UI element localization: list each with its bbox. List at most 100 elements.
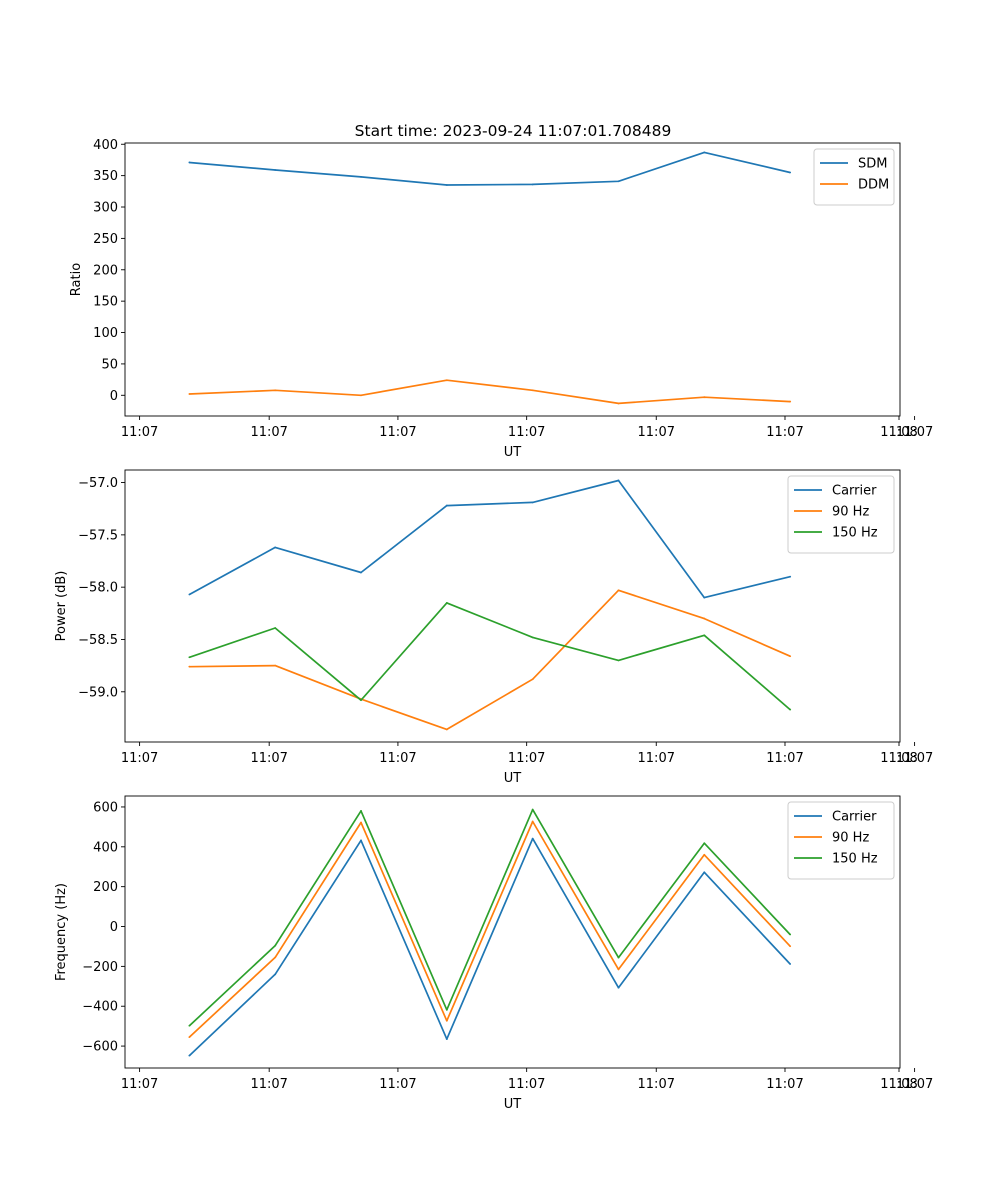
- data-point-power-carrier: [360, 571, 362, 574]
- y-tick-label-ratio: 200: [93, 263, 118, 278]
- data-point-power-150-hz: [617, 659, 620, 662]
- legend-frequency: Carrier 90 Hz 150 Hz: [787, 801, 895, 880]
- data-point-frequency-150-hz: [617, 956, 620, 959]
- legend-label-ratio: DDM: [858, 178, 889, 193]
- y-tick-label-power: −58.5: [78, 633, 118, 648]
- legend-label-power: 90 Hz: [832, 505, 869, 520]
- data-point-frequency-carrier: [789, 963, 792, 965]
- data-point-frequency-90-hz: [445, 1019, 448, 1022]
- data-point-power-carrier: [703, 596, 706, 599]
- x-tick-label-power: 11:07: [250, 751, 287, 766]
- data-point-ratio-ddm: [274, 389, 277, 392]
- x-tick-label-ratio: 11:07: [766, 425, 803, 440]
- y-tick-label-ratio: 400: [93, 138, 118, 153]
- data-point-ratio-ddm: [531, 389, 534, 392]
- data-point-ratio-sdm: [188, 161, 191, 164]
- data-point-ratio-sdm: [617, 180, 620, 183]
- data-point-frequency-150-hz: [531, 808, 534, 811]
- x-axis-label-power: UT: [504, 771, 522, 786]
- y-tick-label-ratio: 150: [93, 295, 118, 310]
- y-tick-label-frequency: −400: [82, 1000, 118, 1015]
- data-point-ratio-ddm: [617, 402, 620, 405]
- series-line-power-carrier: [188, 479, 791, 599]
- x-tick-label-frequency: 11:07: [250, 1077, 287, 1092]
- data-point-power-150-hz: [360, 699, 362, 702]
- plot-area-ratio: [124, 142, 901, 417]
- data-point-frequency-carrier: [188, 1054, 191, 1057]
- y-tick-label-ratio: 250: [93, 232, 118, 247]
- x-tick-label-frequency: 11:07: [121, 1077, 158, 1092]
- x-tick-label-power: 11:07: [896, 751, 933, 766]
- x-tick-label-frequency: 11:07: [896, 1077, 933, 1092]
- data-point-frequency-150-hz: [445, 1008, 448, 1011]
- data-point-ratio-ddm: [445, 379, 448, 382]
- x-tick-label-power: 11:07: [121, 751, 158, 766]
- data-point-frequency-carrier: [274, 973, 277, 976]
- data-point-frequency-carrier: [531, 837, 534, 840]
- data-point-power-carrier: [789, 575, 792, 578]
- y-tick-label-ratio: 350: [93, 169, 118, 184]
- legend-power: Carrier 90 Hz 150 Hz: [787, 475, 895, 554]
- data-point-frequency-90-hz: [360, 821, 362, 824]
- data-point-power-150-hz: [188, 656, 191, 659]
- data-point-power-carrier: [617, 479, 620, 482]
- data-point-frequency-carrier: [617, 986, 620, 989]
- data-point-power-150-hz: [274, 627, 277, 629]
- x-tick-label-ratio: 11:07: [121, 425, 158, 440]
- data-point-frequency-150-hz: [274, 944, 277, 947]
- y-tick-label-frequency: 600: [93, 800, 118, 815]
- series-line-frequency-150-hz: [188, 808, 791, 1027]
- legend-label-frequency: Carrier: [832, 810, 877, 825]
- x-tick-label-ratio: 11:08: [880, 425, 917, 440]
- y-axis-label-power: Power (dB): [54, 571, 69, 642]
- data-point-frequency-90-hz: [789, 945, 792, 948]
- data-point-power-carrier: [445, 504, 448, 507]
- panel-power: −59.0 −58.5 −58.0 −57.5 −57.0 11:07 11:07 11:07…: [54, 469, 933, 786]
- x-tick-label-ratio: 11:07: [638, 425, 675, 440]
- plot-area-power: [124, 469, 901, 743]
- legend-box-frequency: [787, 801, 895, 880]
- data-point-frequency-90-hz: [188, 1036, 191, 1039]
- data-point-ratio-sdm: [703, 151, 706, 154]
- x-tick-label-power: 11:08: [880, 751, 917, 766]
- data-point-power-90-hz: [445, 728, 448, 731]
- y-tick-label-ratio: 50: [101, 357, 118, 372]
- x-tick-label-power: 11:07: [508, 751, 545, 766]
- data-point-frequency-150-hz: [789, 933, 792, 936]
- data-point-power-150-hz: [445, 601, 448, 604]
- x-tick-label-power: 11:07: [766, 751, 803, 766]
- figure-title: Start time: 2023-09-24 11:07:01.708489: [355, 122, 672, 140]
- data-point-frequency-90-hz: [274, 956, 277, 959]
- data-point-ratio-ddm: [360, 394, 362, 397]
- data-point-power-150-hz: [703, 634, 706, 637]
- data-point-power-90-hz: [617, 589, 620, 592]
- x-tick-label-ratio: 11:07: [896, 425, 933, 440]
- data-point-power-150-hz: [531, 636, 534, 639]
- x-tick-label-frequency: 11:07: [379, 1077, 416, 1092]
- data-point-power-90-hz: [531, 678, 534, 681]
- y-tick-label-ratio: 0: [110, 389, 118, 404]
- series-line-ratio-ddm: [189, 379, 791, 405]
- series-line-power-150-hz: [189, 602, 791, 711]
- data-point-power-90-hz: [188, 665, 191, 668]
- y-axis-label-ratio: Ratio: [69, 263, 84, 296]
- data-point-frequency-90-hz: [617, 968, 620, 971]
- y-tick-label-frequency: 400: [93, 840, 118, 855]
- data-point-frequency-150-hz: [360, 810, 362, 812]
- legend-ratio: SDM DDM: [813, 148, 895, 206]
- y-tick-label-power: −59.0: [78, 685, 118, 700]
- data-point-ratio-sdm: [445, 184, 448, 186]
- x-axis-label-frequency: UT: [504, 1097, 522, 1112]
- y-tick-label-ratio: 300: [93, 201, 118, 216]
- data-point-frequency-carrier: [360, 839, 362, 842]
- y-tick-label-frequency: 0: [110, 920, 118, 935]
- plot-area-frequency: [124, 795, 901, 1069]
- data-point-ratio-sdm: [274, 169, 277, 171]
- series-line-power-90-hz: [189, 589, 791, 731]
- data-point-ratio-sdm: [531, 183, 534, 186]
- data-point-power-150-hz: [789, 708, 792, 711]
- data-point-frequency-150-hz: [188, 1024, 191, 1027]
